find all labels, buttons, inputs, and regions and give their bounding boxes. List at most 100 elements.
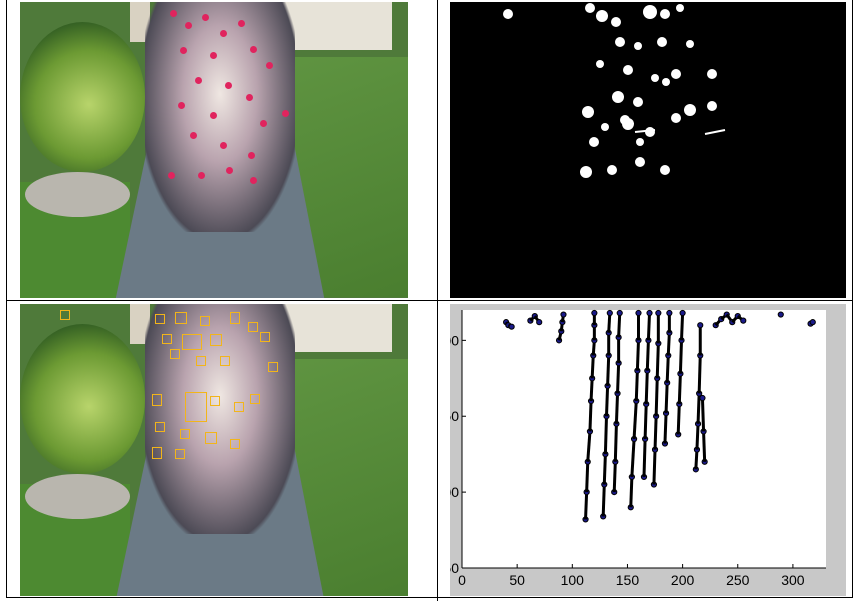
track-point xyxy=(655,309,662,317)
track-point-link xyxy=(584,492,589,520)
person-head xyxy=(168,172,175,179)
track-point-link xyxy=(614,393,620,424)
person-head xyxy=(250,177,257,184)
mask-blob xyxy=(601,123,609,131)
mask-blob xyxy=(660,9,670,19)
detection-box xyxy=(152,447,162,459)
person-head xyxy=(210,112,217,119)
track-point-link xyxy=(696,393,701,424)
mask-streak xyxy=(704,129,726,135)
track-point-link xyxy=(702,431,707,462)
track-point-link xyxy=(677,373,682,405)
mask-blob xyxy=(707,101,717,111)
track-point-link xyxy=(602,454,607,485)
track-point-link xyxy=(604,385,610,417)
mask-blob xyxy=(645,127,655,137)
x-tick-label: 50 xyxy=(509,572,525,588)
crowd xyxy=(145,2,295,232)
person-head xyxy=(190,132,197,139)
mask-blob xyxy=(622,118,634,130)
track-point-link xyxy=(643,404,648,440)
mask-blob xyxy=(686,40,694,48)
track-point-link xyxy=(630,438,636,478)
detection-box xyxy=(155,314,165,324)
scatter-chart: 0 50 100 150 200 250 300 150 200 250 300 xyxy=(450,309,826,588)
mask-blob xyxy=(635,157,645,167)
mask-blob xyxy=(582,106,594,118)
cluster-point xyxy=(560,311,567,318)
person-head xyxy=(180,47,187,54)
y-tick-label: 300 xyxy=(450,332,459,348)
mask-blob xyxy=(676,4,684,12)
person-head xyxy=(226,167,233,174)
track-point xyxy=(616,309,623,317)
mask-blobs xyxy=(503,3,726,178)
track-point-link xyxy=(613,423,618,462)
track-point-link xyxy=(586,431,592,462)
track-point xyxy=(697,322,704,329)
detection-box xyxy=(230,312,240,324)
x-tick-label: 100 xyxy=(561,572,585,588)
detection-box xyxy=(196,356,206,366)
track-point-link xyxy=(665,355,670,383)
y-tick-label: 150 xyxy=(450,560,459,576)
track-point-link xyxy=(607,312,612,333)
cluster-point xyxy=(508,323,515,330)
mask-blob xyxy=(607,165,617,175)
person-head xyxy=(266,62,273,69)
detection-box xyxy=(210,334,222,346)
mask-blob xyxy=(596,60,604,68)
person-head xyxy=(225,82,232,89)
mask-blob xyxy=(662,78,670,86)
mask-blob xyxy=(657,37,667,47)
track-point-link xyxy=(676,404,681,435)
detection-box xyxy=(230,439,240,449)
mask-blob xyxy=(684,104,696,116)
person-head xyxy=(260,120,267,127)
x-tick-label: 150 xyxy=(616,572,640,588)
detection-box xyxy=(182,334,202,350)
mask-streak xyxy=(634,129,656,133)
track-point-link xyxy=(629,476,634,508)
detection-box xyxy=(155,422,165,432)
track-point-link xyxy=(634,370,639,402)
y-tick-label: 250 xyxy=(450,408,459,424)
detection-box xyxy=(175,312,187,324)
person-head xyxy=(170,10,177,17)
detection-box xyxy=(170,349,180,359)
person-head xyxy=(210,52,217,59)
track-point-link xyxy=(680,312,685,341)
cluster-point xyxy=(809,319,816,326)
trajectory-plot: 0 50 100 150 200 250 300 150 200 250 300 xyxy=(450,304,846,596)
y-tick-label: 200 xyxy=(450,484,459,500)
mask-blob xyxy=(611,17,621,27)
mask-blob xyxy=(596,10,608,22)
track-point-link xyxy=(589,378,594,402)
cluster-point xyxy=(536,319,543,326)
mask-blob xyxy=(589,137,599,147)
track-point-link xyxy=(632,400,638,440)
track-point-link xyxy=(612,461,617,493)
mask-blob xyxy=(615,37,625,47)
photo-scene xyxy=(20,304,408,596)
track-point-link xyxy=(663,413,668,444)
mask-blob xyxy=(580,166,592,178)
track-point-link xyxy=(653,416,658,450)
track-point-link xyxy=(590,355,595,379)
track-point xyxy=(591,309,598,317)
cluster-point xyxy=(777,311,784,318)
track-point xyxy=(699,394,706,402)
mask-blob xyxy=(636,138,644,146)
detection-box xyxy=(60,310,70,320)
detection-box xyxy=(152,394,162,406)
track-point-link xyxy=(666,332,671,356)
track-point-link xyxy=(695,423,700,450)
person-head xyxy=(246,94,253,101)
track-point-link xyxy=(606,355,611,386)
track-point-link xyxy=(654,378,659,417)
crowd-photo-detections xyxy=(20,304,408,596)
building xyxy=(282,2,392,50)
mask-blob xyxy=(643,5,657,19)
track-point xyxy=(606,309,613,317)
detection-box xyxy=(205,432,217,444)
